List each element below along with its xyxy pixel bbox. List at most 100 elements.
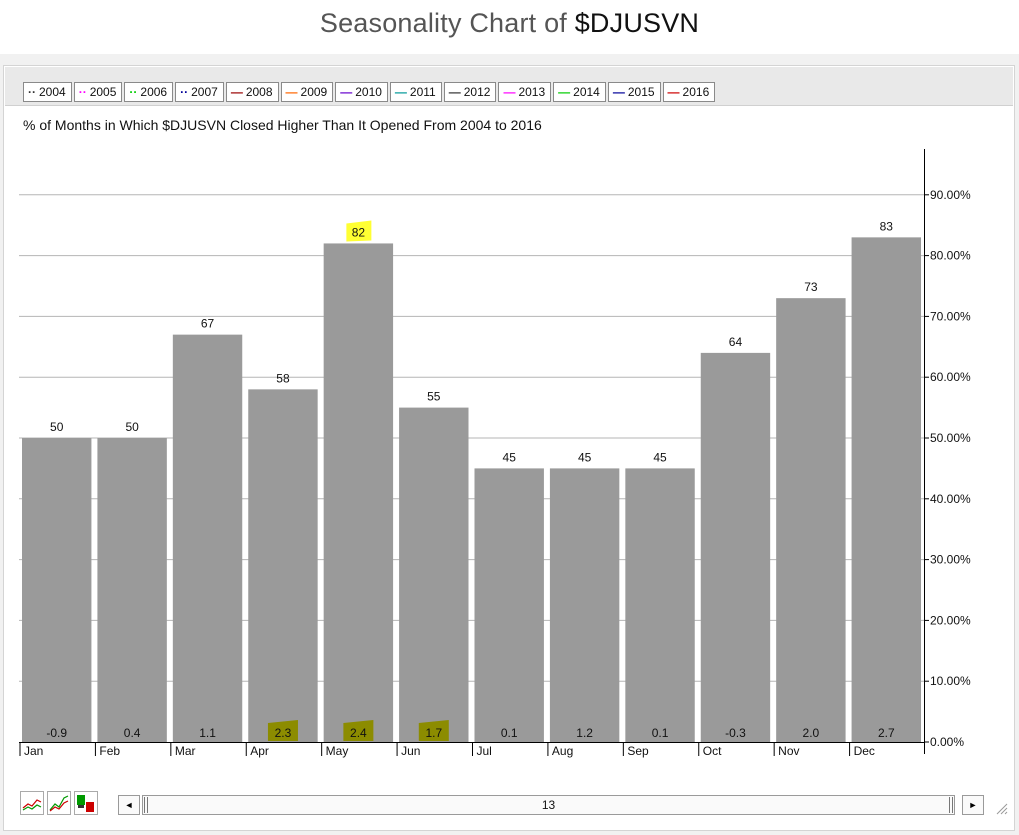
legend-swatch-icon: ··: [180, 85, 189, 99]
scrollbar-right-grip[interactable]: [949, 797, 953, 813]
legend-swatch-icon: ··: [129, 85, 138, 99]
bar-value-label: 67: [201, 317, 215, 331]
seasonality-bar-chart: 50 50 67 58 82 55 45 45 45 64 73 83 -0.9 0.4 1.1 2.3 2.4…: [19, 149, 971, 758]
legend-item-2004[interactable]: ·· 2004: [23, 82, 72, 102]
scrollbar-track[interactable]: 13: [142, 795, 955, 815]
avg-return-label: 0.1: [501, 726, 518, 740]
legend-item-2006[interactable]: ·· 2006: [124, 82, 174, 102]
x-tick-label: Aug: [552, 744, 573, 758]
bar-chart-icon[interactable]: [74, 791, 98, 815]
legend-item-2011[interactable]: —2011: [389, 82, 442, 102]
legend-swatch-icon: —: [340, 85, 353, 99]
bar-value-label: 83: [880, 219, 894, 233]
legend-item-2010[interactable]: —2010: [335, 82, 388, 102]
bar-mar: [172, 334, 243, 742]
legend-swatch-icon: ··: [78, 85, 87, 99]
legend-swatch-icon: —: [667, 85, 680, 99]
bar-value-label: 64: [729, 335, 743, 349]
x-tick-label: Feb: [99, 744, 120, 758]
scrollbar-value: 13: [541, 798, 556, 812]
legend-swatch-icon: —: [285, 85, 298, 99]
legend-item-2005[interactable]: ·· 2005: [73, 82, 123, 102]
avg-return-label: 0.1: [652, 726, 669, 740]
legend-label: 2010: [355, 85, 382, 99]
y-tick-label: 90.00%: [930, 188, 971, 202]
legend-swatch-icon: —: [612, 85, 625, 99]
bar-apr: [248, 389, 318, 742]
bar-may: [323, 243, 394, 742]
return-highlight: [267, 720, 298, 741]
legend-label: 2007: [191, 85, 218, 99]
avg-return-label: 1.2: [576, 726, 593, 740]
bar-feb: [97, 438, 167, 742]
x-tick-label: Oct: [703, 744, 722, 758]
legend-swatch-icon: —: [394, 85, 407, 99]
y-tick-label: 60.00%: [930, 370, 971, 384]
legend-item-2008[interactable]: —2008: [225, 82, 279, 102]
legend-item-2013[interactable]: —2013: [498, 82, 552, 102]
x-tick-label: Jan: [24, 744, 43, 758]
legend-label: 2004: [39, 85, 66, 99]
legend-label: 2012: [463, 85, 491, 99]
legend-item-2016[interactable]: —2016: [662, 82, 716, 102]
legend-label: 2015: [627, 85, 655, 99]
bar-sep: [625, 468, 695, 742]
legend-label: 2006: [140, 85, 168, 99]
value-highlight: [346, 220, 372, 242]
return-highlight: [418, 720, 449, 741]
y-tick-label: 80.00%: [930, 249, 971, 263]
y-tick-label: 70.00%: [930, 309, 971, 323]
page-title-symbol: $DJUSVN: [574, 8, 700, 38]
bar-oct: [700, 352, 771, 742]
scrollbar-left-grip[interactable]: [144, 797, 148, 813]
legend-label: 2013: [518, 85, 546, 99]
bar-dec: [851, 237, 921, 743]
avg-return-label: 2.4: [350, 726, 367, 740]
scroll-left-button[interactable]: ◄: [118, 795, 140, 815]
resize-grip-icon[interactable]: [994, 801, 1008, 815]
legend-item-2009[interactable]: —2009: [280, 82, 334, 102]
legend-label: 2005: [89, 85, 117, 99]
y-tick-label: 50.00%: [930, 431, 971, 445]
bar-value-label: 45: [503, 450, 517, 464]
bar-nov: [776, 298, 846, 742]
legend-swatch-icon: —: [448, 85, 461, 99]
legend-item-2014[interactable]: —2014: [553, 82, 606, 102]
bar-value-label: 45: [578, 450, 592, 464]
x-tick-label: Dec: [854, 744, 875, 758]
avg-return-label: 1.1: [199, 726, 216, 740]
chart-frame: 50 50 67 58 82 55 45 45 45 64 73 83 -0.9 0.4 1.1 2.3 2.4…: [3, 65, 1015, 831]
bar-value-label: 50: [50, 420, 64, 434]
legend-item-2012[interactable]: —2012: [443, 82, 497, 102]
x-tick-label: Jul: [477, 744, 492, 758]
avg-return-label: -0.3: [725, 726, 746, 740]
legend-swatch-icon: —: [558, 85, 571, 99]
legend-label: 2011: [409, 85, 436, 99]
x-tick-label: Mar: [175, 744, 196, 758]
legend-item-2007[interactable]: ·· 2007: [175, 82, 224, 102]
legend-label: 2014: [573, 85, 600, 99]
avg-return-label: 1.7: [425, 726, 442, 740]
y-tick-label: 30.00%: [930, 553, 971, 567]
scroll-right-button[interactable]: ►: [962, 795, 984, 815]
x-tick-label: Apr: [250, 744, 269, 758]
line-chart-icon[interactable]: [20, 791, 44, 815]
x-tick-label: Jun: [401, 744, 420, 758]
bar-value-label: 45: [653, 450, 667, 464]
y-tick-label: 10.00%: [930, 674, 971, 688]
bar-value-label: 73: [804, 280, 818, 294]
page-title-prefix: Seasonality Chart of: [319, 8, 575, 38]
page-header: Seasonality Chart of $DJUSVN: [0, 0, 1019, 54]
chart-controls: ◄ 13 ►: [20, 791, 1008, 821]
return-highlight: [343, 720, 374, 741]
avg-return-label: 2.3: [275, 726, 292, 740]
avg-return-label: 2.7: [878, 726, 895, 740]
legend-item-2015[interactable]: —2015: [607, 82, 661, 102]
y-tick-label: 40.00%: [930, 492, 971, 506]
scroll-right-arrow-icon: ►: [968, 800, 978, 810]
bar-value-label: 58: [276, 371, 290, 385]
legend-label: 2016: [682, 85, 710, 99]
legend-label: 2008: [245, 85, 273, 99]
performance-chart-icon[interactable]: [47, 791, 71, 815]
scroll-left-arrow-icon: ◄: [124, 800, 134, 810]
